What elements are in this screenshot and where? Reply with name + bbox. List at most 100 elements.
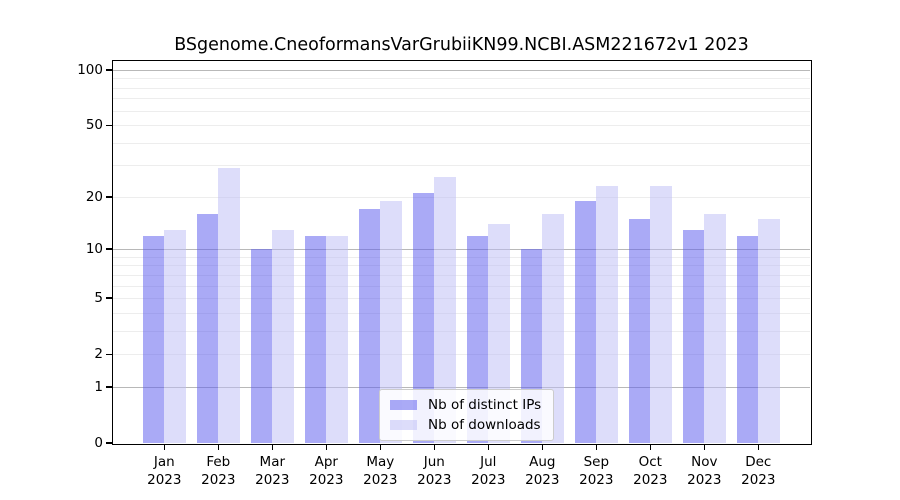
bar-apr-distinct-ips xyxy=(304,235,327,443)
x-tick-year: 2023 xyxy=(255,472,290,488)
downloads-swatch-icon xyxy=(390,420,417,430)
y-tick-label-100: 100 xyxy=(77,62,103,78)
y-tick-mark-5 xyxy=(106,297,113,299)
x-tick-month: May xyxy=(366,454,395,470)
bar-nov-downloads xyxy=(704,214,726,443)
x-tick-year: 2023 xyxy=(633,472,668,488)
x-tick-label-jul: Jul 2023 xyxy=(458,453,518,489)
x-tick-month: Feb xyxy=(206,454,231,470)
legend-label-downloads: Nb of downloads xyxy=(428,417,541,433)
gridline-minor-9 xyxy=(113,256,810,258)
bar-oct-downloads xyxy=(650,186,672,443)
x-tick-month: Aug xyxy=(529,454,556,470)
bar-mar-distinct-ips xyxy=(250,249,273,443)
bar-oct-distinct-ips xyxy=(628,218,651,443)
x-tick-month: Sep xyxy=(583,454,610,470)
bar-mar-downloads xyxy=(272,229,294,443)
x-tick-label-aug: Aug 2023 xyxy=(512,453,572,489)
plot-area: 100 50 20 10 5 2 1 0 Jan 2023 Feb 2023 Mar 2023 Apr 202… xyxy=(77,59,812,488)
legend-row-distinct-ips: Nb of distinct IPs xyxy=(390,397,541,413)
bar-jun-downloads xyxy=(434,176,456,443)
x-tick-month: Jan xyxy=(153,454,175,470)
y-tick-mark-50 xyxy=(106,124,113,126)
x-tick-month: Oct xyxy=(638,454,662,470)
gridline-minor-20 xyxy=(113,196,810,198)
x-tick-mark-nov xyxy=(703,444,705,450)
bar-may-downloads xyxy=(380,200,402,443)
legend-row-downloads: Nb of downloads xyxy=(390,417,541,433)
gridline-minor-4 xyxy=(113,312,810,314)
bar-dec-distinct-ips xyxy=(736,235,759,443)
x-tick-mark-oct xyxy=(649,444,651,450)
gridline-minor-5 xyxy=(113,298,810,300)
x-tick-label-nov: Nov 2023 xyxy=(674,453,734,489)
x-tick-mark-jan xyxy=(163,444,165,450)
gridline-minor-60 xyxy=(113,110,810,112)
x-tick-year: 2023 xyxy=(309,472,344,488)
x-tick-month: Nov xyxy=(691,454,718,470)
y-tick-label-50: 50 xyxy=(85,117,103,134)
x-tick-label-jun: Jun 2023 xyxy=(404,453,464,489)
x-tick-year: 2023 xyxy=(687,472,722,488)
gridline-minor-50 xyxy=(113,125,810,127)
bar-jul-downloads xyxy=(488,224,510,443)
bar-feb-distinct-ips xyxy=(196,214,219,443)
legend: Nb of distinct IPs Nb of downloads xyxy=(379,389,555,441)
x-tick-label-jan: Jan 2023 xyxy=(134,453,194,489)
y-tick-label-1: 1 xyxy=(94,378,103,395)
x-tick-mark-jun xyxy=(433,444,435,450)
y-tick-label-2: 2 xyxy=(94,346,103,363)
y-tick-mark-1 xyxy=(106,386,113,388)
bar-sep-distinct-ips xyxy=(574,200,597,443)
y-tick-label-10: 10 xyxy=(85,241,103,258)
x-tick-year: 2023 xyxy=(363,472,398,488)
bar-aug-downloads xyxy=(542,214,564,443)
bar-feb-downloads xyxy=(218,168,240,443)
gridline-minor-40 xyxy=(113,142,810,144)
x-tick-year: 2023 xyxy=(471,472,506,488)
x-tick-month: Jul xyxy=(480,454,497,470)
gridline-minor-2 xyxy=(113,354,810,356)
bar-jan-downloads xyxy=(164,229,186,443)
distinct-ips-swatch-icon xyxy=(390,400,417,410)
y-tick-mark-0 xyxy=(106,442,113,444)
chart-title: BSgenome.CneoformansVarGrubiiKN99.NCBI.A… xyxy=(174,35,749,55)
bar-jan-distinct-ips xyxy=(142,235,165,443)
x-tick-mark-aug xyxy=(541,444,543,450)
x-tick-year: 2023 xyxy=(579,472,614,488)
x-tick-label-apr: Apr 2023 xyxy=(296,453,356,489)
x-tick-month: Mar xyxy=(259,454,286,470)
y-tick-mark-100 xyxy=(106,69,113,71)
gridline-major-100 xyxy=(113,70,810,71)
gridline-minor-7 xyxy=(113,274,810,276)
x-tick-mark-feb xyxy=(217,444,219,450)
y-tick-label-20: 20 xyxy=(85,188,103,205)
gridline-major-1 xyxy=(113,386,810,388)
x-tick-year: 2023 xyxy=(417,472,452,488)
gridline-minor-80 xyxy=(113,87,810,89)
x-tick-label-oct: Oct 2023 xyxy=(620,453,680,489)
x-tick-mark-apr xyxy=(325,444,327,450)
gridline-minor-6 xyxy=(113,285,810,287)
y-tick-mark-20 xyxy=(106,196,113,198)
x-tick-label-sep: Sep 2023 xyxy=(566,453,626,489)
gridline-minor-30 xyxy=(113,165,810,167)
bar-nov-distinct-ips xyxy=(682,229,705,443)
gridline-minor-8 xyxy=(113,265,810,267)
bar-jun-distinct-ips xyxy=(412,193,435,443)
x-tick-mark-sep xyxy=(595,444,597,450)
x-tick-label-dec: Dec 2023 xyxy=(728,453,788,489)
x-tick-year: 2023 xyxy=(201,472,236,488)
x-tick-label-may: May 2023 xyxy=(350,453,410,489)
x-tick-year: 2023 xyxy=(741,472,776,488)
bar-sep-downloads xyxy=(596,186,618,443)
x-tick-month: Apr xyxy=(314,454,338,470)
x-tick-year: 2023 xyxy=(525,472,560,488)
bar-dec-downloads xyxy=(758,218,780,443)
bar-apr-downloads xyxy=(326,235,348,443)
y-tick-mark-2 xyxy=(106,353,113,355)
y-tick-label-0: 0 xyxy=(94,435,103,451)
gridline-minor-3 xyxy=(113,330,810,332)
x-tick-mark-may xyxy=(379,444,381,450)
